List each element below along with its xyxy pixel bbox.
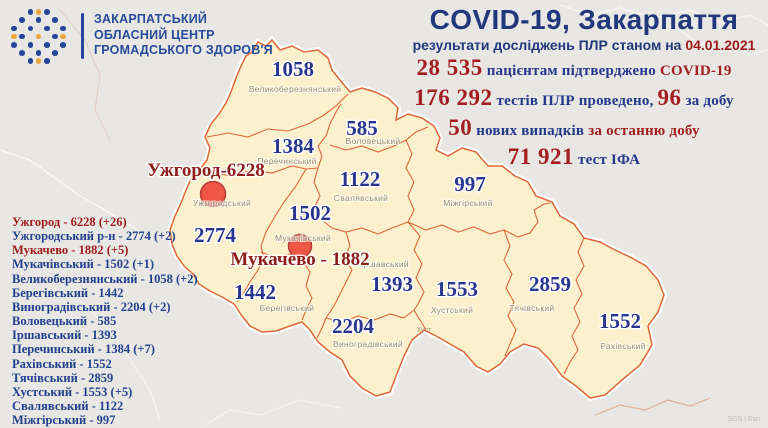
district-name-label: Рахівський — [600, 341, 646, 351]
list-item: Міжгірський - 997 — [12, 413, 116, 428]
district-cases-label: 1502 — [289, 201, 331, 225]
district-cases-label: 1552 — [599, 309, 641, 333]
district-cases-label: 997 — [454, 172, 486, 196]
district-name-label: Берегівський — [260, 303, 315, 313]
subtitle-text: результати досліджень ПЛР станом на — [412, 37, 682, 53]
list-item: Ужгородський р-н - 2774 (+2) — [12, 229, 176, 244]
stats-block: 28 535 пацієнтам підтверджено COVID-19 1… — [385, 55, 763, 174]
background-borders — [0, 4, 768, 428]
district-name-label: Ужгородський — [193, 198, 251, 208]
district-name-labels: Великоберезнянський Перечинський Воловец… — [192, 83, 647, 352]
district-name-label: Іршавський — [361, 259, 409, 269]
stat-label: пацієнтам підтверджено — [486, 63, 656, 79]
stat-label: тест ІФА — [578, 152, 641, 169]
stat-value: 71 921 — [507, 144, 575, 170]
page-subtitle: результати досліджень ПЛР станом на 04.0… — [400, 37, 768, 53]
district-borders — [191, 93, 585, 375]
district-cases-label: 1122 — [340, 167, 381, 191]
district-cases-label: 1058 — [272, 57, 314, 81]
org-name-line: ОБЛАСНИЙ ЦЕНТР — [94, 27, 215, 42]
org-logo: ЗАКАРПАТСЬКИЙ ОБЛАСНИЙ ЦЕНТР ГРОМАДСЬКОГ… — [10, 8, 273, 66]
district-cases-label: 585 — [346, 116, 378, 140]
list-item: Іршавський - 1393 — [12, 328, 117, 343]
stat-new-cases: 50 нових випадків за останню добу — [385, 115, 763, 145]
stat-label: за останню добу — [588, 122, 700, 139]
list-item: Хустський - 1553 (+5) — [12, 384, 133, 399]
list-item: Великоберезнянський - 1058 (+2) — [12, 271, 198, 286]
district-case-labels: 1058 1384 585 1122 997 2774 1502 1393 14… — [193, 56, 643, 340]
district-name-label: Виноградівський — [333, 339, 403, 349]
stat-confirmed: 28 535 пацієнтам підтверджено COVID-19 — [385, 55, 763, 85]
stat-label: нових випадків — [476, 122, 585, 139]
org-name-line: ЗАКАРПАТСЬКИЙ — [94, 12, 208, 26]
list-item: Тячівський - 2859 — [12, 370, 114, 385]
stat-value: 28 535 — [416, 55, 483, 80]
district-name-label: Свалявський — [334, 193, 388, 203]
district-list: Ужгород - 6228 (+26) Ужгородський р-н - … — [12, 215, 198, 427]
stat-label: тестів ПЛР проведено, — [496, 92, 654, 109]
district-cases-label: 1384 — [272, 134, 315, 158]
district-cases-label: 2204 — [332, 314, 375, 338]
stat-ifa-tests: 71 921 тест ІФА — [385, 144, 763, 174]
map-attribution: SGS | Esri — [727, 416, 760, 423]
stat-label: COVID-19 — [659, 63, 732, 79]
district-name-label: Великоберезнянський — [249, 84, 342, 94]
stat-pcr-tests: 176 292 тестів ПЛР проведено, 96 за добу — [385, 85, 763, 115]
district-name-label: Тячівський — [510, 303, 555, 313]
list-item: Свалявський - 1122 — [12, 399, 124, 414]
district-cases-label: 2774 — [194, 223, 237, 247]
list-item: Мукачево - 1882 (+5) — [12, 243, 129, 258]
district-name-label: Воловецький — [346, 136, 401, 146]
list-item: Воловецький - 585 — [12, 314, 117, 329]
org-name: ЗАКАРПАТСЬКИЙ ОБЛАСНИЙ ЦЕНТР ГРОМАДСЬКОГ… — [94, 8, 273, 59]
logo-divider — [81, 13, 84, 59]
list-item: Ужгород - 6228 (+26) — [12, 215, 127, 229]
org-name-line: ГРОМАДСЬКОГО ЗДОРОВ'Я — [94, 43, 273, 57]
list-item: Мукачівський - 1502 (+1) — [12, 257, 155, 272]
district-name-label: Міжгірський — [443, 198, 493, 208]
list-item: Рахівський - 1552 — [12, 356, 112, 371]
stat-value: 176 292 — [414, 84, 493, 110]
district-cases-label: 1442 — [234, 280, 276, 304]
district-cases-label: 1553 — [436, 277, 478, 301]
stat-label: за добу — [685, 92, 734, 109]
list-item: Берегівський - 1442 — [12, 285, 124, 300]
list-item: Перечинський - 1384 (+7) — [12, 342, 155, 357]
district-cases-label: 1393 — [371, 272, 413, 296]
mukachevo-marker — [287, 233, 313, 259]
report-date: 04.01.2021 — [685, 37, 756, 53]
list-item: Виноградівський - 2204 (+2) — [12, 299, 171, 314]
district-name-label: Перечинський — [257, 156, 316, 166]
stat-value: 50 — [448, 114, 473, 140]
district-cases-label: 2859 — [529, 272, 571, 296]
uzhhorod-city-label: Ужгород-6228 — [147, 160, 265, 181]
title-block: COVID-19, Закарпаття результати дослідже… — [400, 4, 768, 53]
town-label: Хуст — [417, 327, 432, 334]
stat-value: 96 — [657, 84, 682, 110]
page-title: COVID-19, Закарпаття — [429, 4, 739, 35]
district-name-label: Мукачівський — [275, 233, 331, 243]
district-name-label: Хустський — [431, 305, 473, 315]
city-markers — [199, 180, 313, 259]
mukachevo-city-label: Мукачево - 1882 — [230, 249, 369, 270]
logo-mark — [10, 8, 68, 66]
uzhhorod-marker — [199, 180, 227, 208]
